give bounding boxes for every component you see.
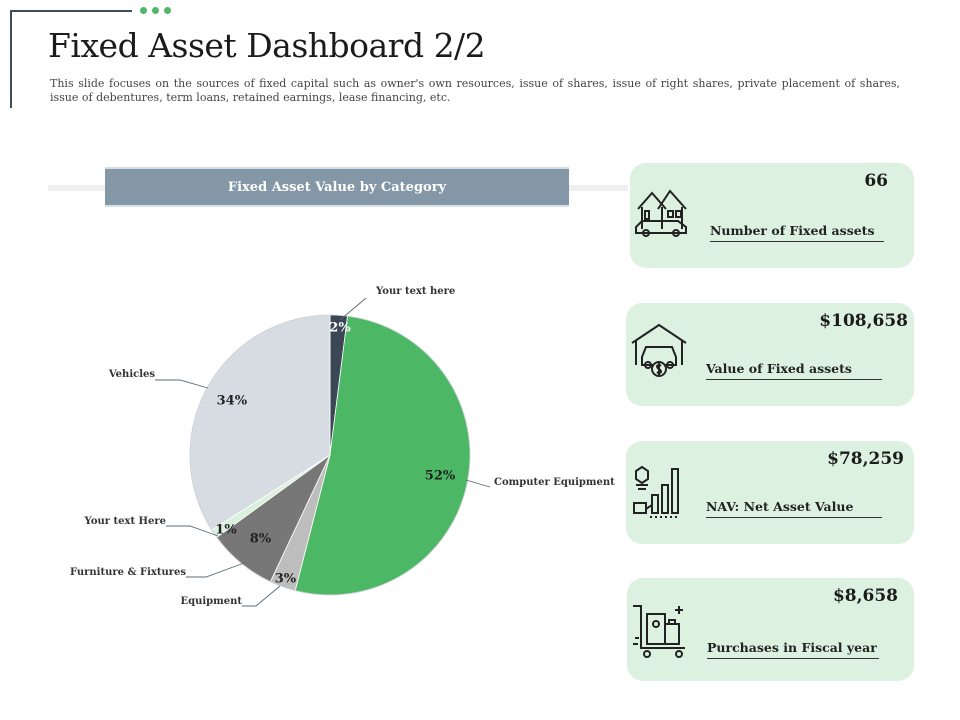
kpi-card-value-of-assets: $108,658 Value of Fixed assets <box>626 303 914 406</box>
corner-accent-vertical <box>10 10 12 108</box>
pie-category-label: Furniture & Fixtures <box>70 567 186 578</box>
pie-pct-label: 8% <box>250 532 272 547</box>
chart-title-bar: Fixed Asset Value by Category <box>105 167 569 207</box>
kpi-value: $78,259 <box>827 449 904 469</box>
kpi-value: $8,658 <box>832 586 898 606</box>
pie-leader-line <box>155 379 209 389</box>
pie-leader-line <box>465 479 491 488</box>
pie-pct-label: 1% <box>215 523 237 538</box>
kpi-label: Purchases in Fiscal year <box>707 640 877 655</box>
decorative-dots <box>140 7 171 14</box>
kpi-label: Value of Fixed assets <box>706 361 852 376</box>
pie-outline <box>189 314 471 596</box>
corner-accent-horizontal <box>10 10 132 12</box>
kpi-value: 66 <box>864 171 888 191</box>
kpi-rule <box>707 658 879 659</box>
growth-chart-icon <box>633 465 680 518</box>
kpi-rule <box>710 241 884 242</box>
pie-leader-line <box>166 525 219 537</box>
garage-car-dollar-icon <box>631 323 687 377</box>
pie-pct-label: 3% <box>275 571 297 586</box>
house-car-icon <box>635 189 687 237</box>
pie-category-label: Computer Equipment <box>494 477 615 488</box>
kpi-card-nav: $78,259 NAV: Net Asset Value <box>626 441 914 544</box>
page-subtitle: This slide focuses on the sources of fix… <box>50 77 900 104</box>
kpi-card-purchases: $8,658 Purchases in Fiscal year <box>627 578 914 681</box>
pie-category-label: Your text here <box>375 286 455 297</box>
kpi-label: Number of Fixed assets <box>710 223 875 238</box>
pie-leader-line <box>339 297 367 321</box>
kpi-card-number-of-assets: 66 Number of Fixed assets <box>630 163 914 268</box>
kpi-label: NAV: Net Asset Value <box>706 499 854 514</box>
pie-leader-line <box>186 562 245 578</box>
pie-pct-label: 2% <box>329 321 351 336</box>
shopping-cart-icon <box>633 605 685 658</box>
chart-title: Fixed Asset Value by Category <box>227 179 447 195</box>
kpi-value: $108,658 <box>819 311 908 331</box>
kpi-rule <box>706 517 882 518</box>
pie-category-label: Vehicles <box>108 369 156 380</box>
pie-leader-line <box>242 585 281 607</box>
pie-pct-label: 52% <box>425 468 456 483</box>
pie-category-label: Equipment <box>180 596 242 607</box>
kpi-rule <box>706 379 882 380</box>
pie-pct-label: 34% <box>217 394 248 409</box>
page-title: Fixed Asset Dashboard 2/2 <box>48 26 486 65</box>
pie-category-label: Your text Here <box>84 516 166 527</box>
